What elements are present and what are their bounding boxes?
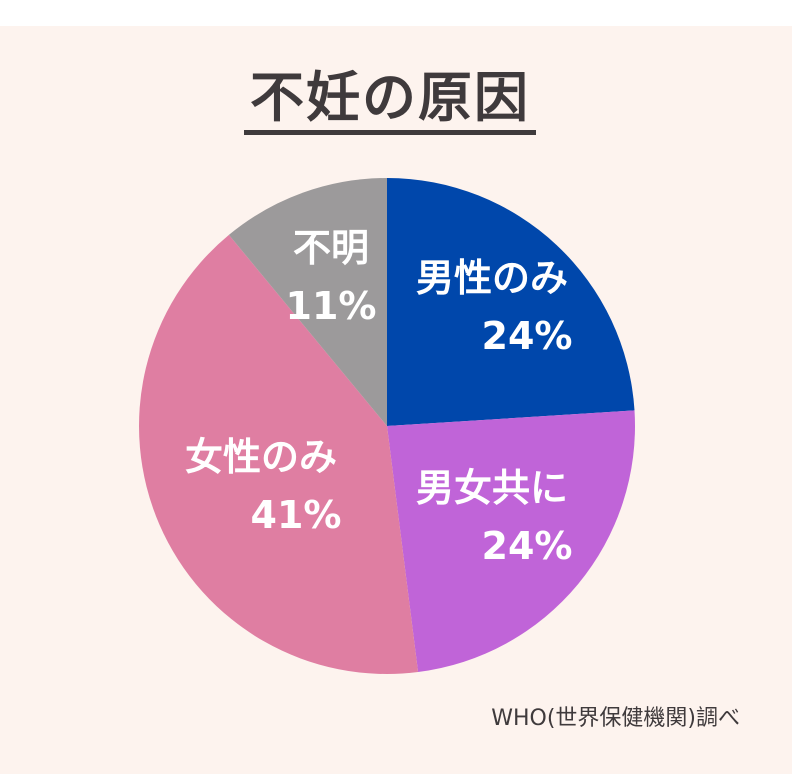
slice-category-label-unknown: 不明 (293, 226, 369, 270)
pie-slice-female-only (139, 234, 419, 674)
slice-category-label-both: 男女共に (416, 466, 568, 510)
pie-labels: 男性のみ 24% 男女共に 24% 女性のみ 41% 不明 11% (185, 226, 572, 568)
chart-title-text: 不妊の原因 (244, 68, 536, 135)
slice-value-label-female-only: 41% (251, 493, 342, 537)
source-note: WHO(世界保健機関)調べ (491, 706, 740, 731)
pie-slices (139, 178, 635, 674)
pie-slice-male-only (387, 178, 635, 426)
pie-slice-both (387, 410, 635, 673)
slice-value-label-unknown: 11% (286, 284, 377, 328)
chart-title: 不妊の原因 (0, 68, 780, 135)
slice-value-label-both: 24% (482, 524, 573, 568)
slice-value-label-male-only: 24% (482, 314, 573, 358)
slice-category-label-male-only: 男性のみ (416, 256, 568, 300)
pie-slice-unknown (228, 178, 387, 426)
slice-category-label-female-only: 女性のみ (185, 435, 337, 479)
